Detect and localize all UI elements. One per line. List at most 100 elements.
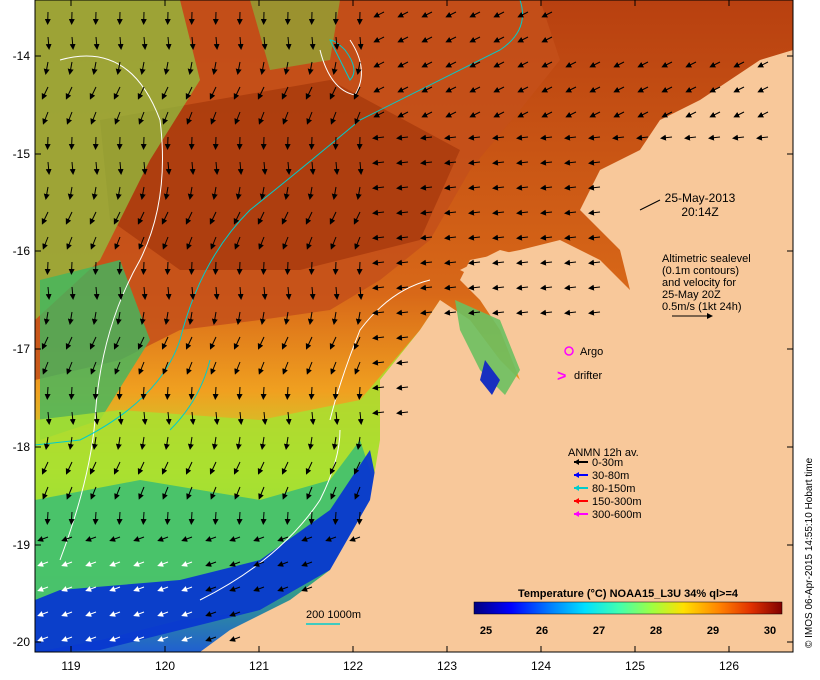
velocity-arrow <box>588 184 601 191</box>
velocity-arrow <box>67 186 74 200</box>
velocity-arrow <box>305 461 313 475</box>
velocity-arrow <box>588 159 601 166</box>
velocity-arrow <box>445 86 457 93</box>
velocity-arrow <box>234 111 241 125</box>
velocity-arrow <box>685 111 697 118</box>
velocity-arrow <box>540 209 553 216</box>
velocity-arrow <box>133 611 145 617</box>
velocity-arrow <box>282 486 289 500</box>
velocity-arrow <box>185 86 193 100</box>
velocity-arrow <box>115 436 122 450</box>
anmn-legend-arrowhead <box>574 472 579 478</box>
velocity-arrow <box>211 311 218 325</box>
velocity-arrow <box>492 309 505 316</box>
velocity-arrow <box>661 86 673 93</box>
velocity-arrow <box>493 111 505 118</box>
velocity-arrow <box>282 236 289 250</box>
velocity-arrow <box>163 186 170 200</box>
velocity-arrow <box>420 134 433 141</box>
velocity-arrow <box>65 86 73 100</box>
velocity-arrow <box>516 184 529 191</box>
velocity-arrow <box>45 286 52 300</box>
velocity-arrow <box>235 61 242 75</box>
velocity-arrow <box>138 111 145 125</box>
y-axis-ticks: -14 -15 -16 -17 -18 -19 -20 <box>13 49 793 649</box>
velocity-arrow <box>540 259 553 266</box>
velocity-arrow <box>444 284 457 291</box>
velocity-arrow <box>445 111 457 118</box>
credit-text: © IMOS 06-Apr-2015 14:55:10 Hobart time <box>804 457 815 648</box>
velocity-arrow <box>565 61 577 68</box>
anmn-legend-label: 0-30m <box>592 457 623 469</box>
velocity-arrow <box>444 209 457 216</box>
anmn-legend-arrowhead <box>574 485 579 491</box>
velocity-arrow <box>140 386 147 400</box>
velocity-arrow <box>330 486 337 500</box>
velocity-arrow <box>237 161 244 175</box>
velocity-arrow <box>257 86 265 100</box>
velocity-arrow <box>660 134 673 141</box>
velocity-arrow <box>186 361 193 375</box>
velocity-arrow <box>396 209 409 216</box>
velocity-arrow <box>541 86 553 93</box>
velocity-arrow <box>329 336 337 350</box>
velocity-arrow <box>44 386 51 400</box>
velocity-arrow <box>468 284 481 291</box>
velocity-arrow <box>588 134 601 141</box>
velocity-arrow <box>233 211 241 225</box>
velocity-arrow <box>281 211 289 225</box>
velocity-arrow <box>138 361 145 375</box>
velocity-arrow <box>493 61 505 68</box>
velocity-arrow <box>282 361 289 375</box>
velocity-arrow <box>157 536 169 542</box>
anmn-legend-arrowhead <box>574 498 579 504</box>
velocity-arrow <box>181 636 193 642</box>
velocity-arrow <box>67 311 74 325</box>
velocity-arrow <box>588 234 601 241</box>
y-tick-label: -14 <box>13 49 31 63</box>
velocity-arrow <box>330 361 337 375</box>
velocity-arrow <box>41 86 49 100</box>
velocity-arrow <box>188 511 195 525</box>
velocity-arrow <box>260 511 267 525</box>
velocity-arrow <box>285 286 292 300</box>
velocity-arrow <box>260 386 267 400</box>
velocity-arrow <box>115 61 122 75</box>
velocity-arrows <box>37 11 769 642</box>
velocity-arrow <box>397 86 409 93</box>
velocity-arrow <box>444 234 457 241</box>
velocity-arrow <box>67 61 74 75</box>
velocity-arrow <box>283 436 290 450</box>
velocity-arrow <box>257 211 265 225</box>
velocity-arrow <box>420 184 433 191</box>
velocity-arrow <box>540 284 553 291</box>
velocity-arrow <box>372 359 385 366</box>
velocity-arrow <box>140 261 147 275</box>
velocity-arrow <box>613 111 625 118</box>
argo-marker <box>564 346 574 356</box>
velocity-arrow <box>301 536 313 542</box>
velocity-arrow <box>516 159 529 166</box>
altimetry-line-1: Altimetric sealevel <box>662 253 751 265</box>
velocity-arrow <box>541 11 553 18</box>
velocity-arrow <box>372 184 385 191</box>
velocity-arrow <box>284 511 291 525</box>
velocity-arrow <box>356 511 363 525</box>
velocity-arrow <box>261 411 268 425</box>
velocity-arrow <box>373 61 385 68</box>
velocity-arrow <box>283 311 290 325</box>
velocity-arrow <box>277 561 289 567</box>
velocity-arrow <box>114 486 121 500</box>
velocity-arrow <box>92 511 99 525</box>
velocity-arrow <box>37 611 49 617</box>
velocity-arrow <box>181 536 193 542</box>
velocity-arrow <box>137 211 145 225</box>
velocity-arrow <box>355 311 362 325</box>
velocity-arrow <box>468 134 481 141</box>
colorbar-tick-label: 27 <box>593 625 605 637</box>
velocity-arrow <box>353 86 361 100</box>
altimetry-line-3: and velocity for <box>662 277 736 289</box>
velocity-arrow <box>259 61 266 75</box>
velocity-arrow <box>372 409 385 416</box>
velocity-arrow <box>210 361 217 375</box>
